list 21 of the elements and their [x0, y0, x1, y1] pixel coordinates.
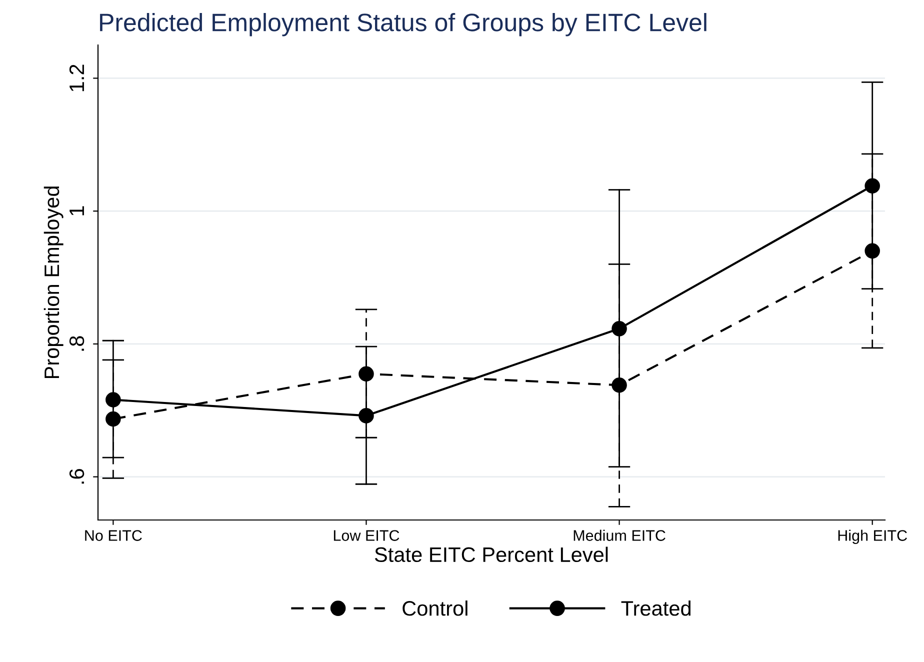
y-tick-label: .6 [69, 469, 84, 484]
x-tick-label: High EITC [838, 530, 907, 544]
legend-label: Treated [621, 600, 690, 616]
point [106, 392, 121, 408]
x-tick-label: No EITC [85, 530, 142, 541]
y-axis-title: Proportion Employed [44, 186, 64, 378]
point [864, 178, 880, 194]
point [358, 408, 374, 424]
x-axis-title: State EITC Percent Level [374, 546, 608, 562]
y-tick-label: 1 [70, 206, 84, 216]
point [612, 378, 627, 393]
point [358, 366, 374, 382]
point [612, 321, 627, 336]
chart-title: Predicted Employment Status of Groups by EITC Level [100, 12, 706, 36]
y-tick-label: .8 [69, 336, 84, 351]
y-tick-label: 1.2 [69, 64, 84, 92]
legend-label: Control [402, 600, 468, 616]
x-tick-label: Low EITC [334, 530, 400, 541]
x-tick-label: Medium EITC [574, 530, 666, 541]
point [106, 411, 121, 427]
point [864, 243, 880, 259]
